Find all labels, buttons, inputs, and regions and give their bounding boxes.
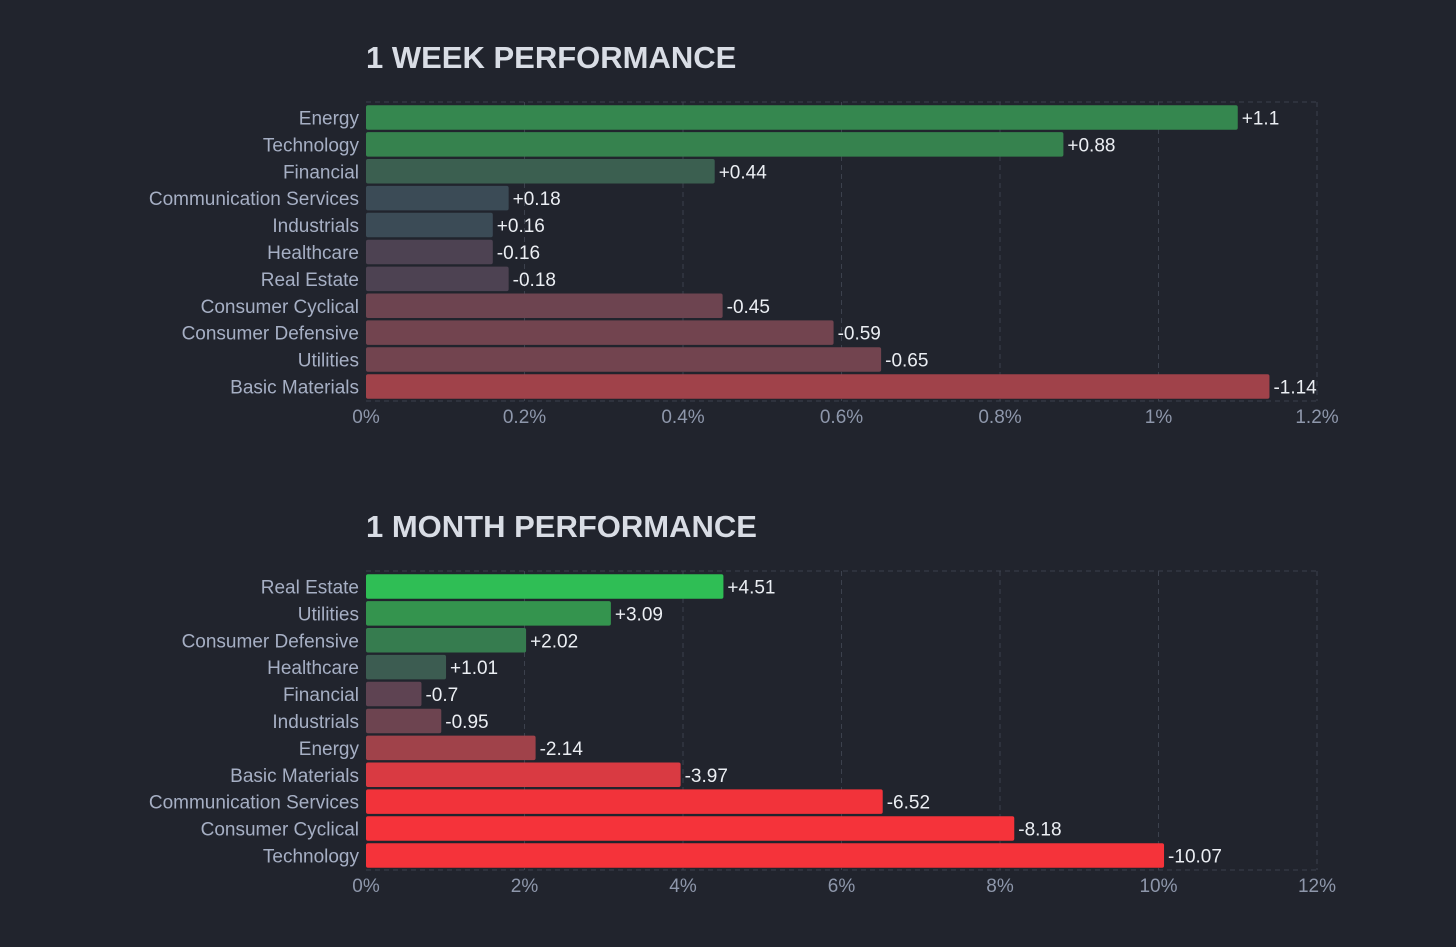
chart-1-bar <box>366 159 715 184</box>
chart-2-x-tick-label: 8% <box>986 876 1014 897</box>
chart-2-value-label: +3.09 <box>615 604 663 625</box>
chart-1-category-label: Consumer Cyclical <box>201 297 359 318</box>
chart-1-category-label: Healthcare <box>267 243 359 264</box>
chart-1-x-tick-label: 0.4% <box>661 407 704 428</box>
chart-1-value-label: -0.16 <box>497 243 540 264</box>
chart-1-value-label: +0.88 <box>1067 135 1115 156</box>
chart-1-category-label: Utilities <box>298 351 359 372</box>
chart-1-value-label: +1.1 <box>1242 108 1280 129</box>
chart-2-category-label: Consumer Cyclical <box>201 820 359 841</box>
chart-2-category-label: Communication Services <box>149 793 359 814</box>
chart-2-category-label: Healthcare <box>267 658 359 679</box>
chart-2-x-tick-label: 6% <box>828 876 856 897</box>
chart-1-value-label: -0.18 <box>513 270 556 291</box>
chart-1-bar <box>366 374 1270 399</box>
chart-1-value-label: -0.65 <box>885 351 928 372</box>
chart-2-bar <box>366 654 447 680</box>
chart-2-value-label: -6.52 <box>887 793 930 814</box>
chart-2-value-label: -8.18 <box>1018 820 1061 841</box>
chart-2-x-tick-label: 2% <box>511 876 539 897</box>
chart-1-value-label: +0.44 <box>719 162 768 183</box>
chart-1-bar <box>366 347 882 372</box>
chart-1-bar <box>366 320 834 345</box>
chart-2-category-label: Energy <box>299 739 360 760</box>
chart-2-x-tick-label: 4% <box>669 876 697 897</box>
chart-2-x-tick-label: 0% <box>352 876 380 897</box>
chart-2-value-label: -10.07 <box>1168 846 1222 867</box>
chart-2-bar <box>366 816 1015 841</box>
chart-1-category-label: Financial <box>283 162 359 183</box>
chart-1-x-tick-label: 0.2% <box>503 407 546 428</box>
chart-2-value-label: -0.95 <box>445 712 488 733</box>
chart-2-bar <box>366 601 611 626</box>
chart-1-bar <box>366 105 1238 130</box>
chart-1-category-label: Basic Materials <box>230 377 359 398</box>
chart-1-category-label: Communication Services <box>149 189 359 210</box>
chart-1-bar <box>366 266 509 292</box>
chart-1-category-label: Technology <box>263 135 360 156</box>
chart-1-title: 1 WEEK PERFORMANCE <box>366 40 736 75</box>
chart-1-category-label: Consumer Defensive <box>182 324 359 345</box>
chart-1-x-tick-label: 1% <box>1145 407 1173 428</box>
chart-1-value-label: +0.16 <box>497 216 545 237</box>
chart-1-category-label: Energy <box>299 108 360 129</box>
chart-2-category-label: Real Estate <box>261 577 359 598</box>
chart-2-category-label: Financial <box>283 685 359 706</box>
chart-1-bar <box>366 212 493 238</box>
chart-2-category-label: Industrials <box>272 712 359 733</box>
chart-1-x-tick-label: 0% <box>352 407 380 428</box>
chart-2-bar <box>366 843 1165 868</box>
chart-2-bar <box>366 735 536 761</box>
chart-2-bar <box>366 762 681 787</box>
chart-2-category-label: Technology <box>263 846 360 867</box>
chart-1-category-label: Real Estate <box>261 270 359 291</box>
chart-2-bar <box>366 789 883 814</box>
chart-1-x-tick-label: 0.8% <box>978 407 1021 428</box>
chart-2-value-label: +4.51 <box>727 577 775 598</box>
chart-1-value-label: -0.45 <box>727 297 770 318</box>
chart-2-bar <box>366 681 422 707</box>
chart-1-x-tick-label: 1.2% <box>1295 407 1338 428</box>
chart-2-title: 1 MONTH PERFORMANCE <box>366 509 757 544</box>
chart-1-value-label: -0.59 <box>838 324 881 345</box>
chart-2-x-tick-label: 10% <box>1139 876 1177 897</box>
chart-2-value-label: +2.02 <box>530 631 578 652</box>
chart-2-value-label: -0.7 <box>425 685 458 706</box>
chart-1-category-label: Industrials <box>272 216 359 237</box>
chart-2-category-label: Consumer Defensive <box>182 631 359 652</box>
chart-2-value-label: -2.14 <box>540 739 584 760</box>
chart-2-category-label: Utilities <box>298 604 359 625</box>
chart-2-bar <box>366 708 442 734</box>
chart-2-value-label: +1.01 <box>450 658 498 679</box>
chart-1-value-label: +0.18 <box>513 189 561 210</box>
chart-1-x-tick-label: 0.6% <box>820 407 863 428</box>
chart-2-bar <box>366 574 724 599</box>
chart-1-bar <box>366 132 1064 157</box>
chart-1-value-label: -1.14 <box>1273 377 1317 398</box>
chart-1-bar <box>366 293 723 318</box>
chart-1-bar <box>366 185 509 211</box>
chart-2-value-label: -3.97 <box>685 766 728 787</box>
chart-2-category-label: Basic Materials <box>230 766 359 787</box>
chart-1-bar <box>366 239 493 265</box>
chart-2-x-tick-label: 12% <box>1298 876 1336 897</box>
chart-2-bar <box>366 628 527 653</box>
